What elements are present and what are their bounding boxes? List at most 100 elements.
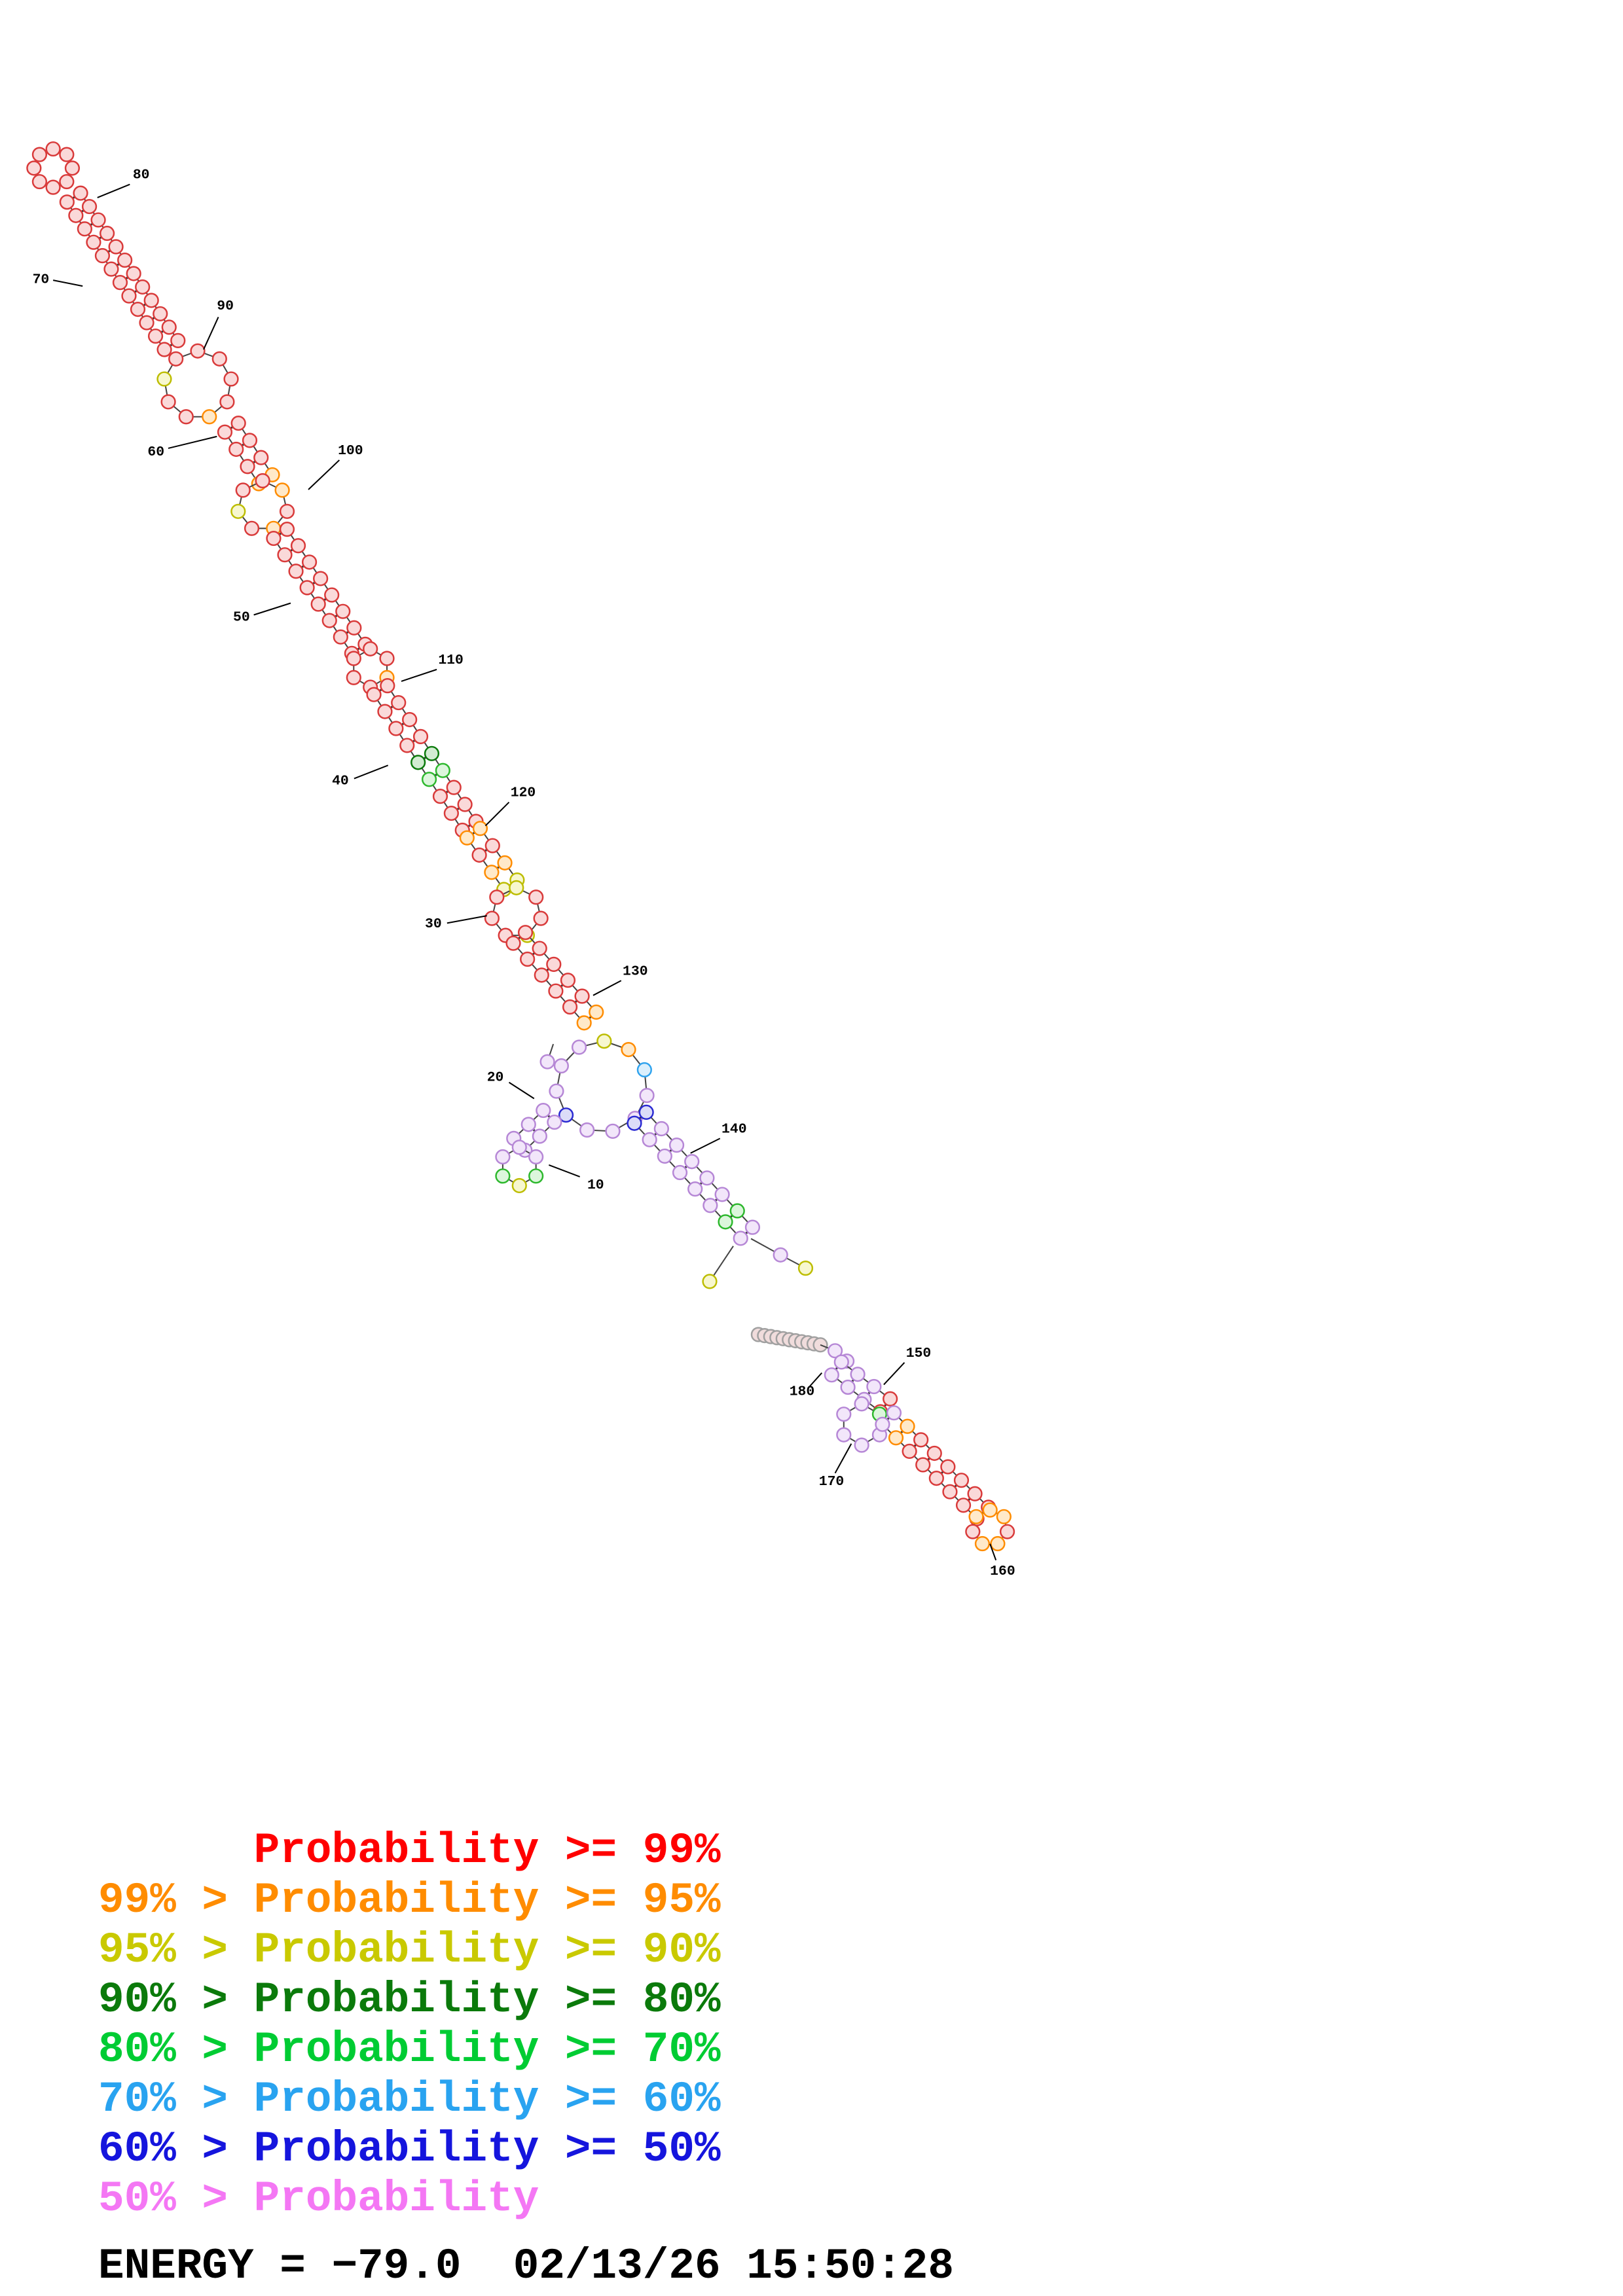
- nucleotide: [168, 351, 184, 367]
- nucleotide: [484, 910, 500, 926]
- nucleotide: [244, 520, 260, 536]
- nucleotide: [528, 1168, 544, 1184]
- nucleotide: [520, 1117, 536, 1132]
- nucleotide: [68, 207, 84, 223]
- position-label: 110: [438, 653, 464, 668]
- nucleotide: [432, 789, 448, 804]
- nucleotide: [621, 1042, 636, 1058]
- nucleotide: [854, 1437, 869, 1453]
- nucleotide: [255, 473, 270, 489]
- backbone-line: [484, 801, 510, 827]
- nucleotide: [797, 1261, 814, 1276]
- nucleotide: [412, 728, 429, 744]
- nucleotide: [45, 179, 61, 195]
- nucleotide: [536, 1102, 551, 1119]
- nucleotide: [443, 805, 459, 821]
- nucleotide: [435, 762, 450, 778]
- nucleotide: [147, 328, 164, 344]
- position-label: 60: [147, 444, 164, 460]
- position-label: 10: [587, 1177, 604, 1193]
- nucleotide: [668, 1138, 685, 1153]
- nucleotide: [402, 711, 418, 728]
- nucleotide: [576, 1015, 592, 1031]
- nucleotide: [170, 332, 186, 348]
- nucleotide: [560, 973, 576, 988]
- nucleotide: [64, 160, 81, 176]
- position-label: 130: [623, 963, 648, 979]
- nucleotide: [942, 1484, 958, 1499]
- backbone-line: [883, 1362, 905, 1386]
- legend-line-p70: 80% > Probability >= 70%: [98, 2025, 721, 2074]
- position-label: 170: [819, 1474, 845, 1490]
- nucleotide: [913, 1432, 929, 1448]
- nucleotide: [223, 371, 239, 387]
- nucleotide: [279, 503, 295, 519]
- nucleotide: [301, 554, 318, 570]
- nucleotide: [744, 1219, 761, 1235]
- backbone-line: [447, 915, 487, 924]
- nucleotide: [90, 212, 106, 228]
- nucleotide: [953, 1473, 970, 1488]
- nucleotide: [965, 1524, 981, 1539]
- nucleotide: [684, 1154, 700, 1170]
- nucleotide: [211, 351, 227, 367]
- nucleotide: [121, 288, 137, 304]
- nucleotide: [228, 441, 244, 457]
- nucleotide: [156, 371, 172, 387]
- nucleotide: [883, 1391, 898, 1407]
- nucleotide: [638, 1104, 654, 1121]
- legend-line-p50: 60% > Probability >= 50%: [98, 2125, 721, 2174]
- nucleotide: [729, 1203, 745, 1219]
- nucleotide: [639, 1088, 655, 1103]
- position-label: 100: [338, 443, 363, 459]
- nucleotide: [472, 821, 488, 836]
- legend-line-p99: Probability >= 99%: [98, 1826, 721, 1875]
- nucleotide: [310, 596, 326, 612]
- nucleotide: [103, 261, 119, 277]
- nucleotide: [484, 838, 500, 853]
- legend-line-p60: 70% > Probability >= 60%: [98, 2075, 721, 2124]
- position-label: 180: [790, 1384, 815, 1399]
- nucleotide: [866, 1378, 882, 1395]
- nucleotide: [642, 1132, 657, 1147]
- backbone-line: [808, 1372, 823, 1388]
- legend-line-p80: 90% > Probability >= 80%: [98, 1975, 721, 2024]
- backbone-line: [168, 435, 217, 449]
- nucleotide: [532, 941, 547, 956]
- nucleotide: [363, 641, 378, 656]
- nucleotide: [489, 889, 505, 905]
- nucleotide: [528, 1149, 544, 1165]
- nucleotide: [143, 293, 159, 308]
- nucleotide: [31, 147, 48, 162]
- nucleotide: [126, 266, 141, 281]
- nucleotide: [59, 147, 75, 162]
- position-label: 70: [33, 272, 50, 288]
- position-label: 160: [990, 1564, 1015, 1579]
- nucleotide: [333, 629, 348, 645]
- nucleotide: [94, 248, 111, 264]
- nucleotide: [596, 1033, 612, 1049]
- nucleotide: [900, 1418, 915, 1434]
- nucleotide: [827, 1343, 843, 1359]
- nucleotide: [996, 1509, 1012, 1524]
- nucleotide: [773, 1247, 788, 1263]
- nucleotide: [290, 538, 306, 554]
- nucleotide: [230, 503, 246, 519]
- backbone-line: [548, 1164, 581, 1177]
- nucleotide: [73, 185, 88, 201]
- nucleotide: [875, 1416, 890, 1432]
- nucleotide: [833, 1354, 849, 1370]
- nucleotide: [346, 651, 361, 666]
- backbone-line: [690, 1138, 721, 1154]
- nucleotide: [26, 160, 42, 176]
- nucleotide: [178, 409, 194, 425]
- nucleotide: [546, 956, 562, 972]
- probability-legend: Probability >= 99% 99% > Probability >= …: [98, 1826, 721, 2224]
- nucleotide: [528, 889, 544, 905]
- nucleotide: [153, 306, 168, 322]
- position-label: 150: [906, 1346, 932, 1361]
- nucleotide: [161, 319, 177, 335]
- nucleotide: [548, 983, 564, 999]
- nucleotide: [313, 571, 329, 586]
- position-label: 80: [133, 168, 150, 183]
